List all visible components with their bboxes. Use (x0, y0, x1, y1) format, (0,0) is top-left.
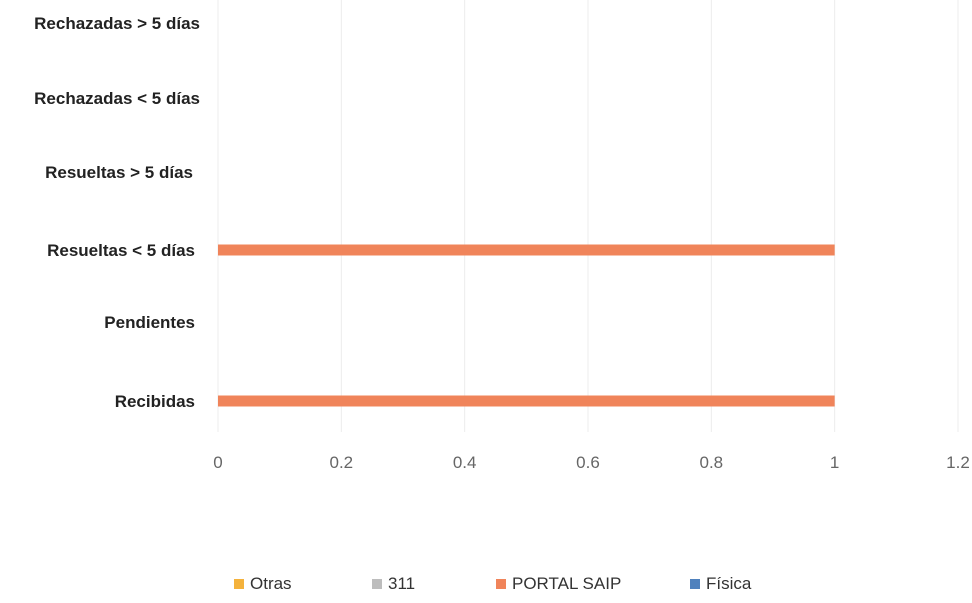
legend-swatch-otras (234, 579, 244, 589)
legend: Otras 311 PORTAL SAIP Física (0, 574, 972, 598)
x-tick-label-1: 0.2 (330, 453, 354, 472)
legend-item-311: 311 (372, 574, 415, 594)
x-tick-label-6: 1.2 (946, 453, 970, 472)
category-label-5: Rechazadas > 5 días (34, 14, 200, 33)
legend-label-311: 311 (388, 574, 416, 593)
legend-item-otras: Otras (234, 574, 292, 594)
category-label-2: Resueltas < 5 días (47, 241, 195, 260)
x-tick-label-4: 0.8 (700, 453, 724, 472)
category-label-4: Rechazadas < 5 días (34, 89, 200, 108)
category-label-1: Pendientes (104, 313, 195, 332)
legend-swatch-311 (372, 579, 382, 589)
legend-label-portal-saip: PORTAL SAIP (512, 574, 622, 593)
bar-portal-saip-0 (218, 395, 835, 407)
category-label-3: Resueltas > 5 días (45, 163, 193, 182)
x-tick-label-2: 0.4 (453, 453, 477, 472)
legend-swatch-fisica (690, 579, 700, 589)
bar-portal-saip-2 (218, 244, 835, 256)
category-label-0: Recibidas (115, 392, 195, 411)
x-tick-label-5: 1 (830, 453, 839, 472)
legend-swatch-portal-saip (496, 579, 506, 589)
legend-label-otras: Otras (250, 574, 292, 593)
legend-item-fisica: Física (690, 574, 751, 594)
legend-label-fisica: Física (706, 574, 752, 593)
x-tick-label-0: 0 (213, 453, 222, 472)
x-tick-label-3: 0.6 (576, 453, 600, 472)
legend-item-portal-saip: PORTAL SAIP (496, 574, 621, 594)
